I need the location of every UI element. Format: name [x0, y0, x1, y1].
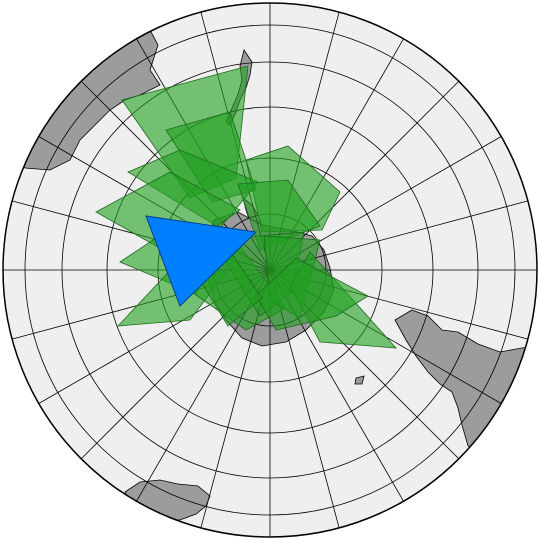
footprint-polygon[interactable]: [255, 257, 369, 331]
highlighted-footprint[interactable]: [145, 215, 258, 307]
tasmania-land: [354, 375, 365, 385]
